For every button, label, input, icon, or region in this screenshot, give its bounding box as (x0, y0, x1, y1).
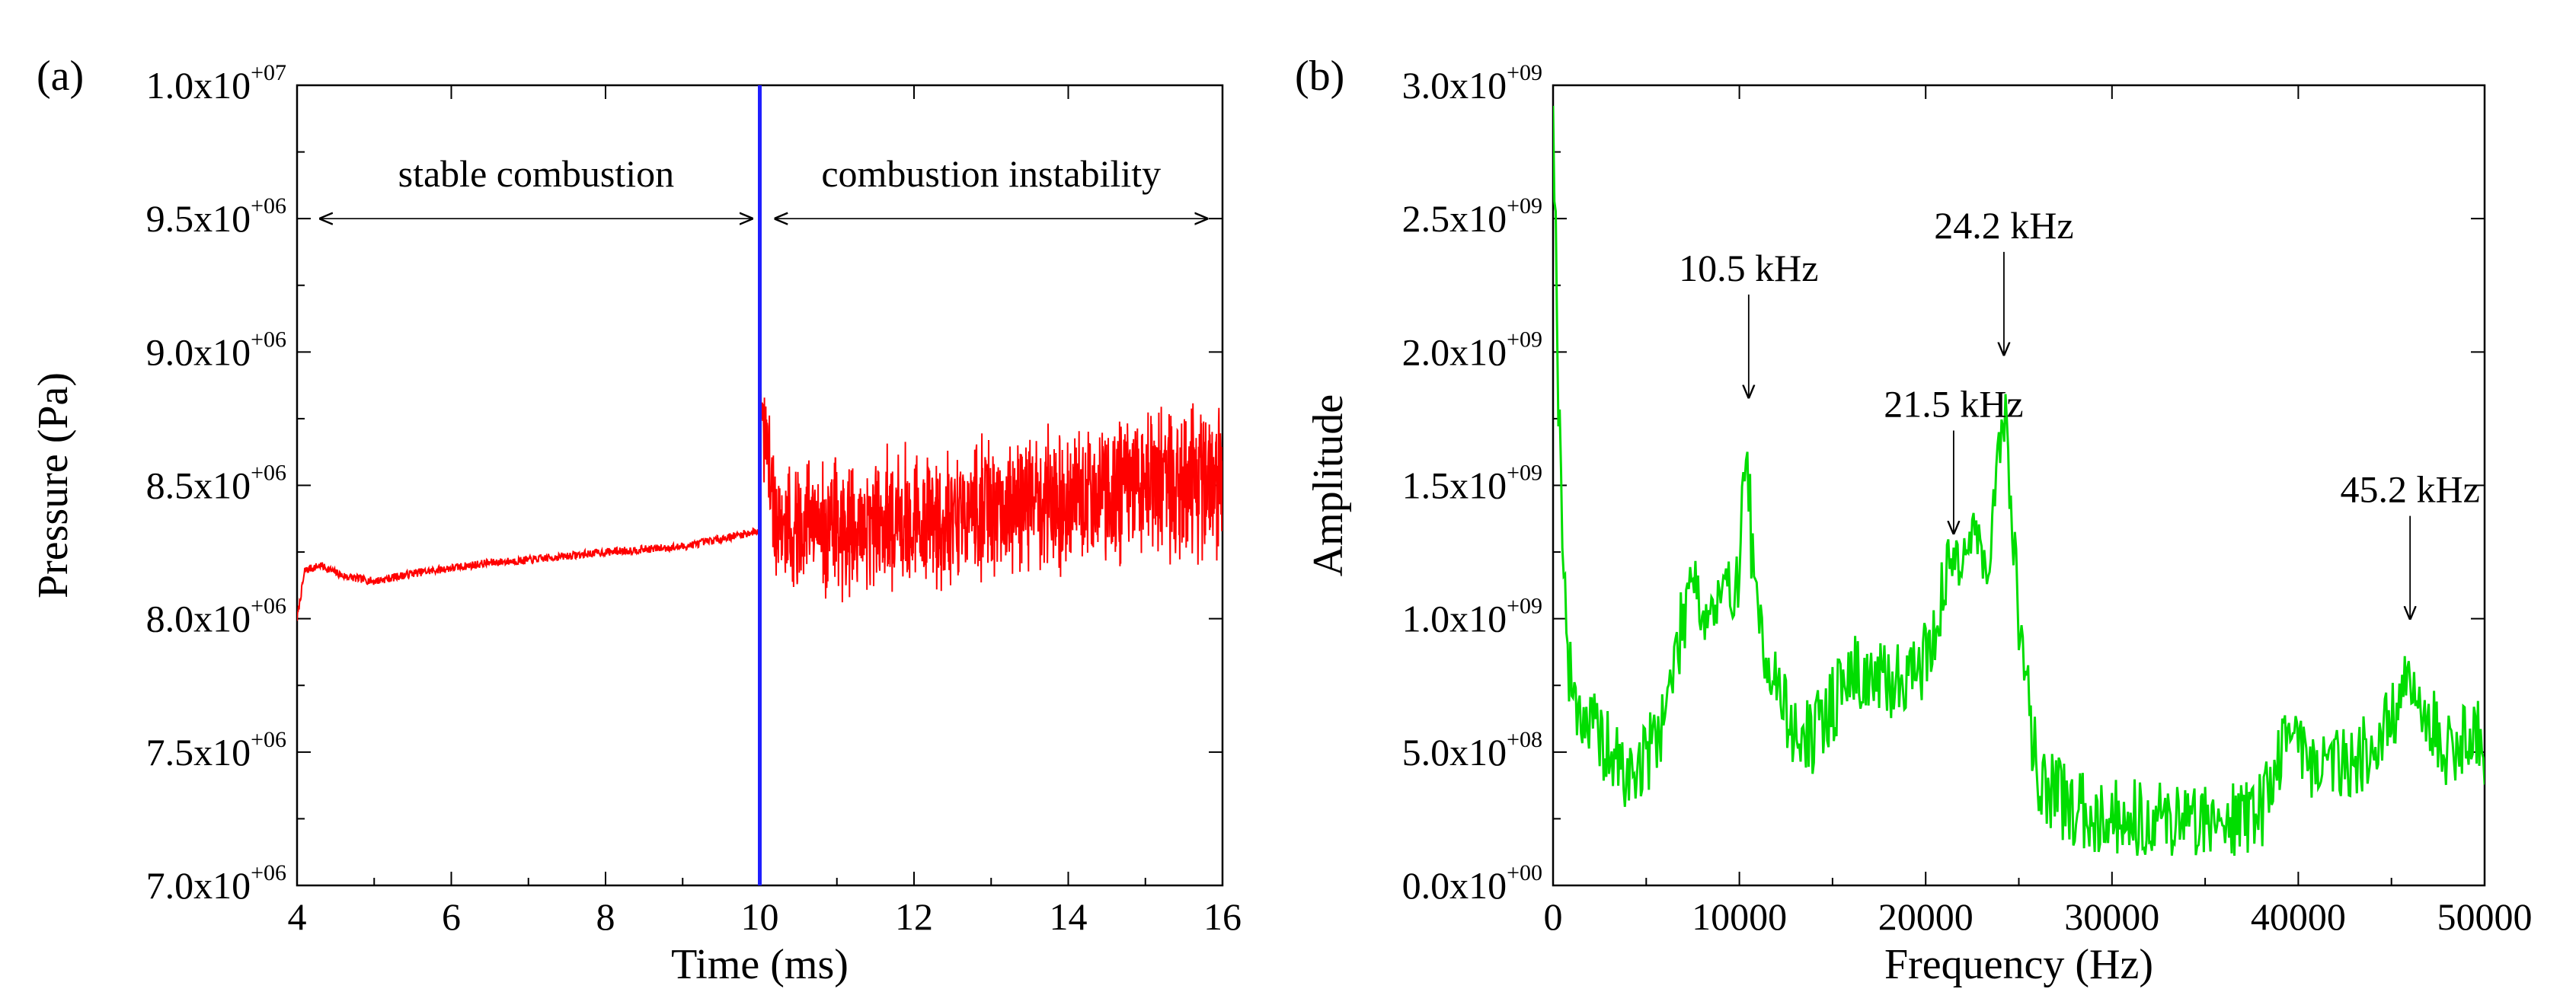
y-tick-exponent: +00 (1507, 860, 1542, 885)
y-tick-label: 2.5x10+09 (1402, 193, 1542, 240)
y-tick-exponent: +06 (251, 594, 286, 619)
y-tick-mantissa: 1.0x10 (1402, 598, 1507, 640)
x-tick-label: 8 (596, 895, 615, 938)
y-tick-label: 2.0x10+09 (1402, 327, 1542, 373)
y-tick-mantissa: 3.0x10 (1402, 64, 1507, 107)
y-tick-label: 5.0x10+08 (1402, 727, 1542, 774)
y-tick-label: 1.5x10+09 (1402, 461, 1542, 507)
y-tick-exponent: +09 (1507, 594, 1542, 619)
panel-label: (a) (37, 53, 84, 100)
x-tick-label: 50000 (2437, 895, 2533, 938)
peak-label: 45.2 kHz (2341, 468, 2480, 511)
y-tick-exponent: +08 (1507, 727, 1542, 752)
y-tick-label: 9.5x10+06 (146, 193, 286, 240)
series-line (297, 355, 1222, 621)
y-tick-mantissa: 1.5x10 (1402, 464, 1507, 507)
x-tick-label: 20000 (1878, 895, 1974, 938)
y-tick-exponent: +06 (251, 461, 286, 486)
y-tick-mantissa: 9.5x10 (146, 197, 251, 240)
y-axis-label: Amplitude (1305, 394, 1352, 577)
x-axis-label: Time (ms) (671, 941, 849, 988)
y-tick-label: 0.0x10+00 (1402, 860, 1542, 907)
panel-label: (b) (1295, 53, 1344, 100)
y-tick-exponent: +06 (251, 727, 286, 752)
x-tick-label: 16 (1203, 895, 1242, 938)
y-tick-exponent: +06 (251, 193, 286, 219)
y-tick-mantissa: 7.0x10 (146, 864, 251, 907)
y-tick-label: 3.0x10+09 (1402, 60, 1542, 107)
y-tick-exponent: +07 (251, 60, 286, 85)
y-tick-mantissa: 5.0x10 (1402, 731, 1507, 774)
y-tick-exponent: +09 (1507, 461, 1542, 486)
pressure-chart: 4 6 8 10 12 14 167.0x10+067.5x10+068.0x10+068.… (30, 53, 1242, 988)
annotation-label: stable combustion (398, 152, 674, 195)
annotation-label: combustion instability (821, 152, 1161, 195)
y-tick-mantissa: 7.5x10 (146, 731, 251, 774)
y-tick-label: 1.0x10+07 (146, 60, 286, 107)
y-tick-exponent: +06 (251, 327, 286, 352)
y-tick-mantissa: 0.0x10 (1402, 864, 1507, 907)
y-tick-mantissa: 2.5x10 (1402, 197, 1507, 240)
y-tick-mantissa: 8.0x10 (146, 598, 251, 640)
y-tick-mantissa: 2.0x10 (1402, 330, 1507, 373)
peak-label: 10.5 kHz (1679, 247, 1818, 289)
y-tick-exponent: +09 (1507, 193, 1542, 219)
x-tick-label: 6 (442, 895, 461, 938)
peak-label: 24.2 kHz (1934, 204, 2073, 247)
y-axis-label: Pressure (Pa) (30, 372, 77, 598)
y-tick-label: 7.5x10+06 (146, 727, 286, 774)
y-tick-label: 8.0x10+06 (146, 594, 286, 640)
y-tick-exponent: +06 (251, 860, 286, 885)
y-tick-label: 1.0x10+09 (1402, 594, 1542, 640)
x-tick-label: 10000 (1692, 895, 1787, 938)
y-tick-mantissa: 8.5x10 (146, 464, 251, 507)
x-tick-label: 30000 (2064, 895, 2159, 938)
x-tick-label: 0 (1544, 895, 1563, 938)
x-axis-label: Frequency (Hz) (1884, 941, 2153, 988)
y-tick-label: 9.0x10+06 (146, 327, 286, 373)
series-line (1553, 105, 2485, 856)
y-tick-exponent: +09 (1507, 327, 1542, 352)
y-tick-mantissa: 1.0x10 (146, 64, 251, 107)
peak-label: 21.5 kHz (1884, 383, 2023, 426)
x-tick-label: 14 (1050, 895, 1088, 938)
y-tick-mantissa: 9.0x10 (146, 330, 251, 373)
x-tick-label: 12 (895, 895, 933, 938)
x-tick-label: 4 (288, 895, 307, 938)
y-tick-label: 8.5x10+06 (146, 461, 286, 507)
y-tick-exponent: +09 (1507, 60, 1542, 85)
x-tick-label: 10 (741, 895, 779, 938)
x-tick-label: 40000 (2251, 895, 2346, 938)
y-tick-label: 7.0x10+06 (146, 860, 286, 907)
spectrum-chart: 0 10000 20000 30000 40000 50000 0.0x10+00 5.0x1… (1295, 53, 2533, 988)
